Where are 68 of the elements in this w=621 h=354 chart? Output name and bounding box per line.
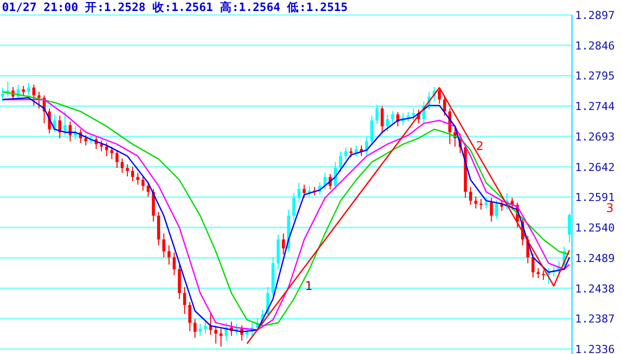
candlestick bbox=[142, 176, 144, 192]
candlestick bbox=[64, 110, 66, 136]
y-tick-label: 1.2795 bbox=[575, 70, 615, 83]
candlestick bbox=[136, 172, 140, 186]
candlestick bbox=[386, 114, 389, 132]
y-tick-label: 1.2693 bbox=[575, 130, 615, 144]
line-series bbox=[246, 86, 570, 344]
candlestick bbox=[480, 198, 482, 210]
candlestick bbox=[188, 301, 192, 332]
candlestick bbox=[131, 166, 134, 182]
candlestick bbox=[282, 233, 285, 255]
candlestick bbox=[84, 134, 88, 146]
candlestick bbox=[27, 82, 30, 96]
candlestick bbox=[178, 264, 181, 300]
candlestick bbox=[469, 186, 472, 206]
candlestick bbox=[194, 318, 196, 338]
candlestick bbox=[344, 146, 348, 160]
candlestick bbox=[298, 182, 300, 204]
candlestick bbox=[214, 325, 218, 344]
candlestick bbox=[370, 115, 374, 145]
y-tick-label: 1.2438 bbox=[575, 282, 615, 296]
y-tick-label: 1.2642 bbox=[575, 160, 615, 174]
candlestick bbox=[568, 212, 571, 243]
y-tick-label: 1.2387 bbox=[575, 312, 615, 326]
y-tick-label: 1.2897 bbox=[575, 9, 615, 22]
candlestick bbox=[302, 184, 306, 198]
y-tick-label: 1.2540 bbox=[575, 222, 615, 235]
candlestick bbox=[1, 87, 4, 102]
candlestick bbox=[406, 112, 410, 122]
candlestick bbox=[490, 197, 493, 222]
candlestick bbox=[484, 197, 488, 209]
candlestick bbox=[38, 91, 40, 109]
candlestick bbox=[495, 200, 498, 220]
candlestick bbox=[105, 142, 108, 157]
candlestick bbox=[276, 234, 280, 270]
y-tick-label: 1.2336 bbox=[575, 343, 615, 354]
candlestick bbox=[100, 140, 103, 152]
y-tick-label: 1.2846 bbox=[575, 39, 615, 52]
candlestick bbox=[532, 253, 534, 278]
candlestick bbox=[292, 192, 296, 221]
y-tick-label: 1.2744 bbox=[575, 100, 616, 114]
annotation: 1 bbox=[305, 279, 313, 293]
candlestick bbox=[204, 321, 207, 334]
candlestick bbox=[120, 158, 124, 174]
candlestick bbox=[110, 146, 114, 160]
chart-title: 01/27 21:00 开:1.2528 收:1.2561 高:1.2564 低:1.2515 bbox=[2, 0, 348, 14]
candlestick bbox=[32, 84, 36, 106]
candlestick bbox=[339, 150, 342, 172]
candlestick bbox=[172, 252, 176, 276]
candlestick bbox=[126, 164, 129, 177]
candlestick bbox=[22, 85, 25, 96]
candlestick bbox=[162, 233, 166, 258]
candlestick bbox=[220, 328, 222, 348]
candlestick bbox=[443, 96, 446, 116]
candlestick bbox=[354, 144, 358, 158]
candlestick bbox=[168, 244, 170, 265]
candlestick bbox=[116, 150, 118, 169]
candlestick bbox=[376, 104, 378, 124]
candlestick bbox=[391, 110, 394, 124]
y-tick-label: 1.2489 bbox=[575, 252, 615, 265]
candlestick bbox=[412, 108, 415, 121]
candlestick bbox=[157, 212, 160, 246]
candlestick bbox=[58, 115, 62, 139]
candlestick bbox=[536, 268, 540, 279]
candlestick bbox=[146, 182, 150, 198]
candlestick bbox=[183, 286, 186, 314]
candlestick bbox=[380, 106, 384, 134]
annotation: 2 bbox=[476, 139, 484, 153]
